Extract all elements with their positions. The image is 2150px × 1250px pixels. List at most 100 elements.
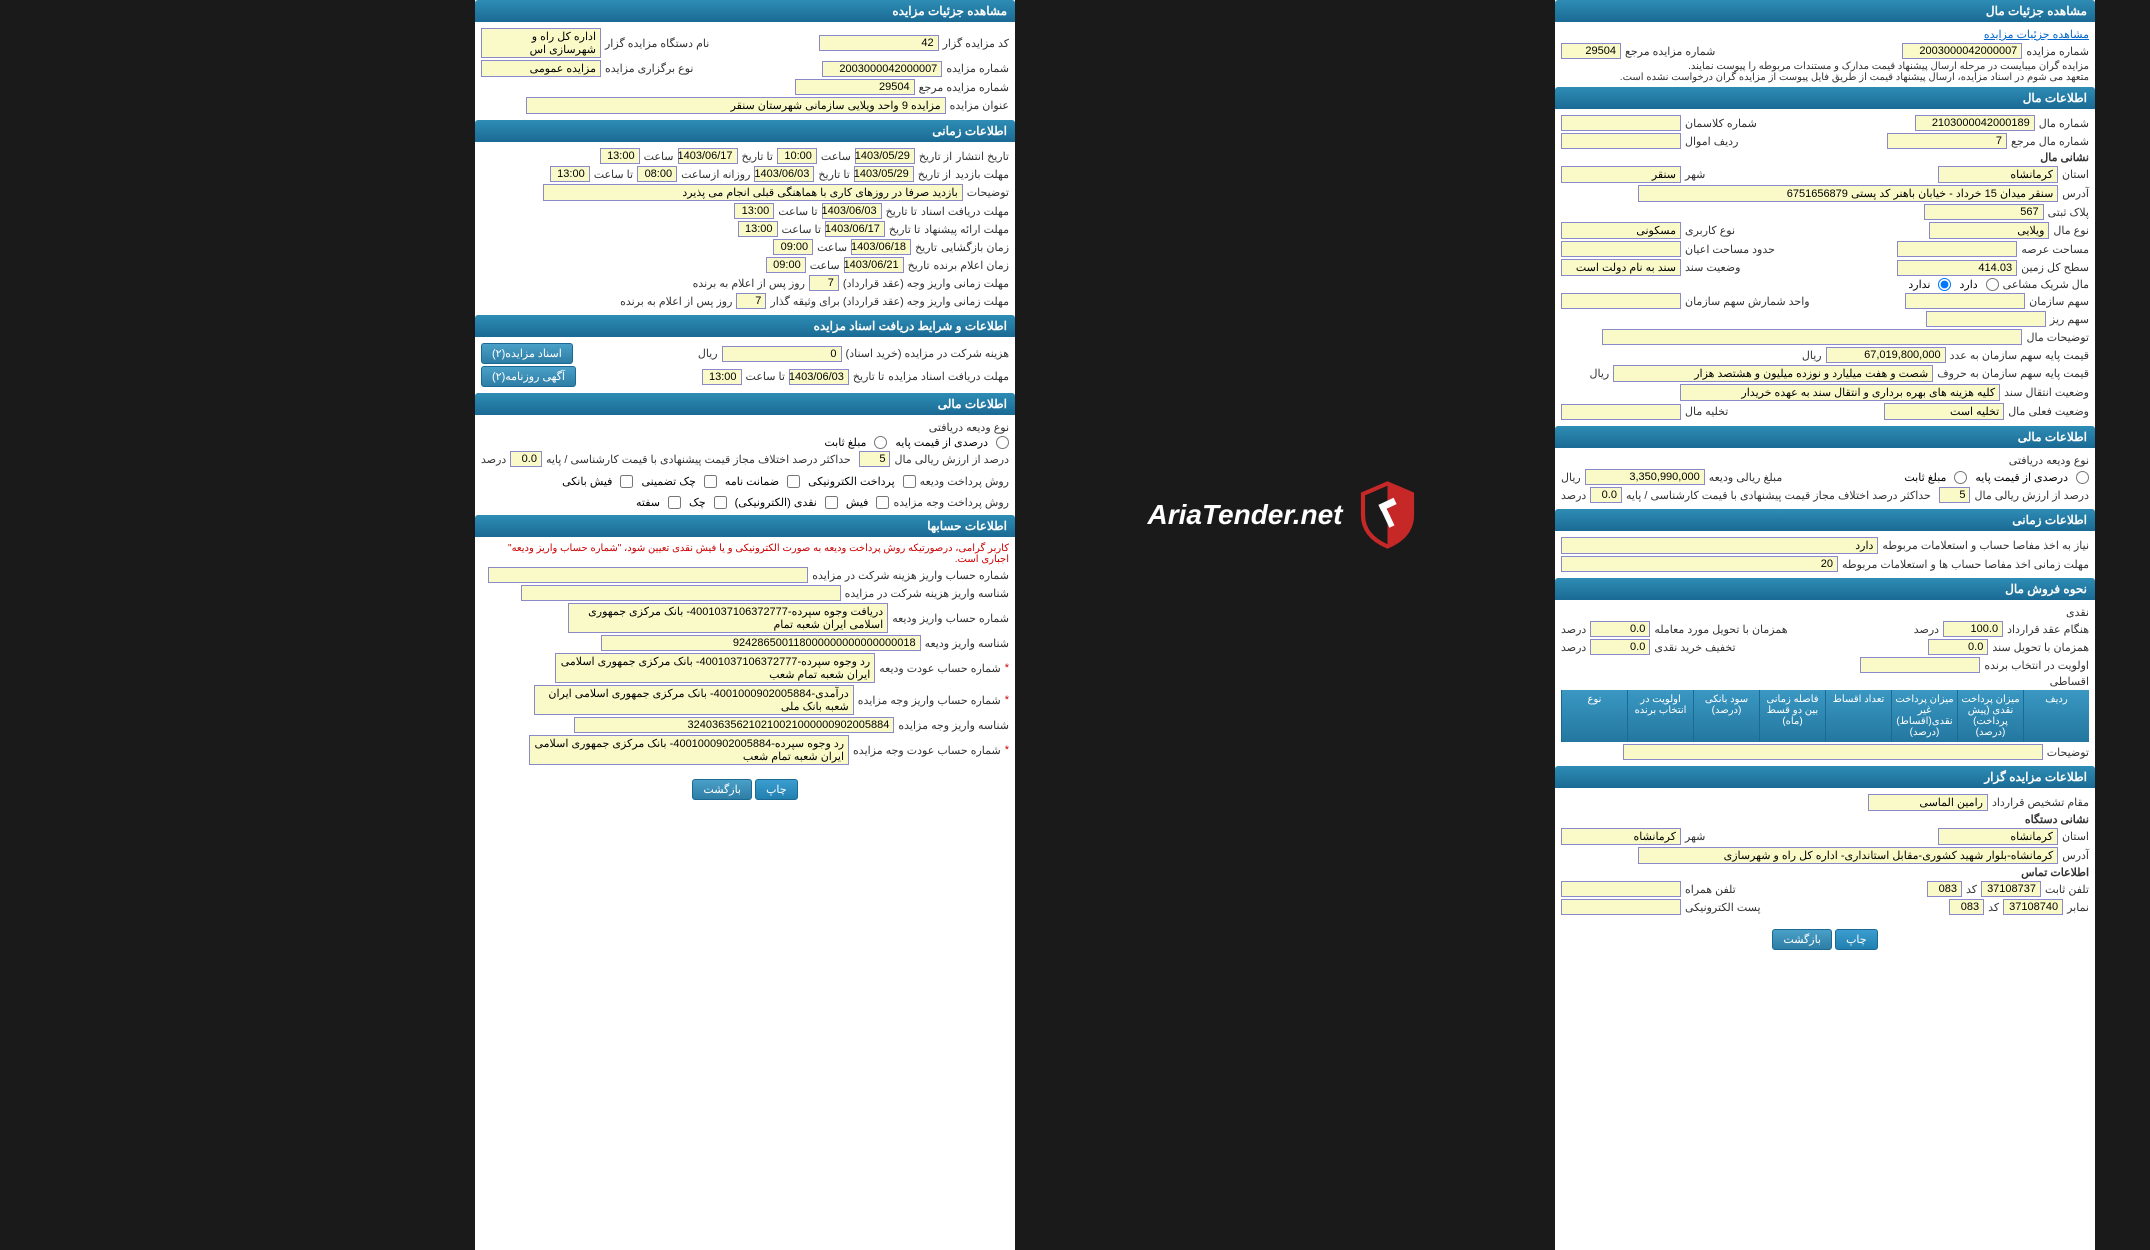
left-s4-header: اطلاعات زمانی xyxy=(1555,509,2095,531)
left-s3-header: اطلاعات مالی xyxy=(1555,426,2095,448)
lbl: شماره مزایده xyxy=(2026,45,2089,58)
lbl: مبلغ ثابت xyxy=(824,436,866,449)
lbl: همزمان با تحویل سند xyxy=(1992,641,2089,654)
newspaper-button[interactable]: آگهی روزنامه(۲) xyxy=(481,366,576,387)
offer-to-date: 1403/06/17 xyxy=(825,221,885,237)
lbl: کد xyxy=(1988,901,1999,914)
shared-yes-radio[interactable] xyxy=(1986,278,1999,291)
fm3-check[interactable] xyxy=(714,496,727,509)
doc-to-time: 13:00 xyxy=(734,203,774,219)
publish-time: 10:00 xyxy=(777,148,817,164)
fixed-radio[interactable] xyxy=(1954,471,1967,484)
mal-ref: 7 xyxy=(1887,133,2007,149)
doc-date: 1403/06/03 xyxy=(789,369,849,385)
auction-docs-button[interactable]: اسناد مزایده(۲) xyxy=(481,343,573,364)
fm2-check[interactable] xyxy=(825,496,838,509)
th: فاصله زمانی بین دو قسط (ماه) xyxy=(1759,690,1825,742)
lbl: روش پرداخت ودیعه xyxy=(920,475,1009,488)
desc xyxy=(1602,329,2022,345)
th: سود بانکی (درصد) xyxy=(1693,690,1759,742)
delivery-pct: 0.0 xyxy=(1590,621,1650,637)
open-date: 1403/06/18 xyxy=(851,239,911,255)
lbl: درصد از ارزش ریالی مال xyxy=(1974,489,2089,502)
lbl: توضیحات xyxy=(967,186,1009,199)
th: میزان پرداخت نقدی (پیش پرداخت) (درصد) xyxy=(1957,690,2023,742)
code: 083 xyxy=(1927,881,1962,897)
print-button[interactable]: چاپ xyxy=(755,779,798,800)
authority: رامین الماسی xyxy=(1868,794,1988,811)
org-share xyxy=(1905,293,2025,309)
acc5: رد وجوه سپرده-4001037106372777- بانک مرک… xyxy=(555,653,875,683)
visit-from-time: 08:00 xyxy=(637,166,677,182)
lbl: تاریخ xyxy=(915,241,937,254)
visit-desc: بازدید صرفا در روزهای کاری با هماهنگی قب… xyxy=(543,184,963,201)
lbl: قیمت پایه سهم سازمان به عدد xyxy=(1950,349,2089,362)
pct-radio[interactable] xyxy=(996,436,1009,449)
th: اولویت در انتخاب برنده xyxy=(1627,690,1693,742)
lbl: نوع ودیعه دریافتی xyxy=(929,421,1009,434)
pm2-check[interactable] xyxy=(787,475,800,488)
lbl: تاریخ انتشار xyxy=(956,150,1009,163)
pm3-check[interactable] xyxy=(704,475,717,488)
lbl: شناسه واریز ودیعه xyxy=(925,637,1009,650)
lbl: نام دستگاه مزایده گزار xyxy=(605,37,709,50)
fm4-check[interactable] xyxy=(668,496,681,509)
lbl: روز پس از اعلام به برنده xyxy=(693,277,805,290)
th: نوع xyxy=(1561,690,1627,742)
lbl: ساعت xyxy=(817,241,847,254)
back-button[interactable]: بازگشت xyxy=(1772,929,1832,950)
use-type: مسکونی xyxy=(1561,222,1681,239)
deposit-days: 7 xyxy=(736,293,766,309)
th: تعداد اقساط xyxy=(1825,690,1891,742)
status: تخلیه است xyxy=(1884,403,2004,420)
shield-hammer-icon xyxy=(1353,480,1423,550)
right-panel: مشاهده جزئیات مزایده کد مزایده گزار 42 ن… xyxy=(475,0,1015,1250)
lbl: شماره حساب واریز ودیعه xyxy=(892,612,1009,625)
print-button[interactable]: چاپ xyxy=(1835,929,1878,950)
lbl: تا تاریخ xyxy=(886,205,917,218)
lbl: از تاریخ xyxy=(919,150,952,163)
back-button[interactable]: بازگشت xyxy=(692,779,752,800)
pm4-check[interactable] xyxy=(620,475,633,488)
fixed-radio[interactable] xyxy=(874,436,887,449)
lbl: مقام تشخیص قرارداد xyxy=(1992,796,2089,809)
lbl: مهلت زمانی واریز وجه (عقد قرارداد) برای … xyxy=(770,295,1009,308)
lbl: درصد xyxy=(1561,641,1586,654)
lbl: تاریخ xyxy=(908,259,930,272)
lbl: تخلیه مال xyxy=(1685,405,1728,418)
lbl: هزینه شرکت در مزایده (خرید اسناد) xyxy=(846,347,1009,360)
addr-title: نشانی مال xyxy=(2040,151,2089,164)
lbl: تا ساعت xyxy=(778,205,817,218)
lbl: شماره مزایده مرجع xyxy=(1625,45,1715,58)
lbl: فیش بانکی xyxy=(562,475,612,488)
base-price-txt: شصت و هفت میلیارد و نوزده میلیون و هشتصد… xyxy=(1613,365,1933,382)
shared-no-radio[interactable] xyxy=(1938,278,1951,291)
lbl: تلفن همراه xyxy=(1685,883,1736,896)
lbl: زمان بازگشایی xyxy=(941,241,1009,254)
deed: سند به نام دولت است xyxy=(1561,259,1681,276)
lbl: شماره حساب عودت وجه مزایده xyxy=(853,744,1001,757)
lbl: مهلت دریافت اسناد مزایده xyxy=(888,370,1009,383)
winner-time: 09:00 xyxy=(766,257,806,273)
auction-no: 2003000042000007 xyxy=(822,61,942,77)
phone: 37108737 xyxy=(1981,881,2041,897)
warning: کاربر گرامی، درصورتیکه روش پرداخت ودیعه … xyxy=(481,543,1009,565)
pm1-check[interactable] xyxy=(903,475,916,488)
lbl: استان xyxy=(2062,830,2089,843)
lbl: ساعت xyxy=(810,259,840,272)
province: کرمانشاه xyxy=(1938,166,2058,183)
view-auction-link[interactable]: مشاهده جزئیات مزایده xyxy=(1984,28,2089,41)
fm1-check[interactable] xyxy=(876,496,889,509)
lbl: تلفن ثابت xyxy=(2045,883,2089,896)
left-s1-header: مشاهده جزئیات مال xyxy=(1555,0,2095,22)
lbl: نوع کاربری xyxy=(1685,224,1735,237)
lbl: قیمت پایه سهم سازمان به حروف xyxy=(1937,367,2089,380)
lbl: پرداخت الکترونیکی xyxy=(808,475,895,488)
right-s3-header: اطلاعات و شرایط دریافت اسناد مزایده xyxy=(475,315,1015,337)
pct-rial: 5 xyxy=(1939,487,1971,503)
lbl: شماره حساب واریز هزینه شرکت در مزایده xyxy=(812,569,1009,582)
lbl: مبلغ ثابت xyxy=(1904,471,1946,484)
pct-radio[interactable] xyxy=(2076,471,2089,484)
lbl: شماره حساب عودت ودیعه xyxy=(879,662,1000,675)
city: کرمانشاه xyxy=(1561,828,1681,845)
